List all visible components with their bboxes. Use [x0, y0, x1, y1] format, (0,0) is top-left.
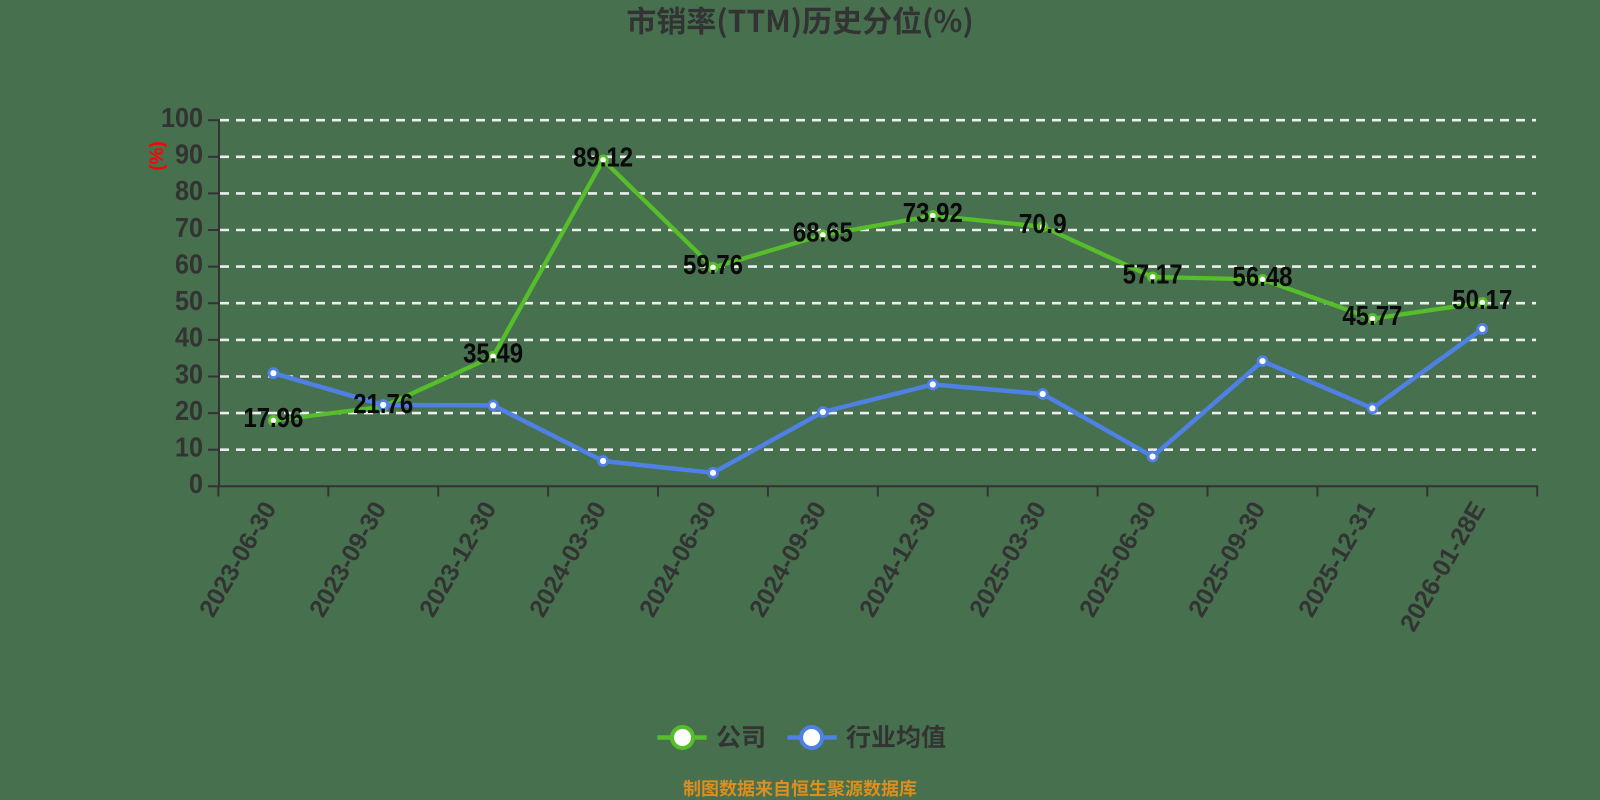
svg-text:40: 40: [175, 322, 203, 353]
svg-text:59.76: 59.76: [683, 249, 743, 280]
svg-text:0: 0: [189, 468, 203, 499]
svg-text:50: 50: [175, 285, 203, 316]
svg-text:89.12: 89.12: [573, 141, 633, 172]
svg-text:45.77: 45.77: [1342, 300, 1402, 331]
svg-text:35.49: 35.49: [463, 338, 523, 369]
svg-text:60: 60: [175, 248, 203, 279]
svg-text:100: 100: [161, 102, 203, 133]
svg-text:30: 30: [175, 358, 203, 389]
svg-text:68.65: 68.65: [793, 216, 853, 247]
svg-text:56.48: 56.48: [1233, 261, 1293, 292]
svg-text:57.17: 57.17: [1123, 258, 1183, 289]
svg-text:70: 70: [175, 212, 203, 243]
svg-text:21.76: 21.76: [353, 388, 413, 419]
svg-text:20: 20: [175, 395, 203, 426]
svg-text:73.92: 73.92: [903, 197, 963, 228]
svg-text:50.17: 50.17: [1452, 284, 1512, 315]
svg-text:10: 10: [175, 432, 203, 463]
svg-text:80: 80: [175, 175, 203, 206]
svg-text:17.96: 17.96: [243, 402, 303, 433]
svg-text:70.9: 70.9: [1019, 208, 1067, 239]
svg-text:(%): (%): [147, 141, 168, 171]
svg-text:90: 90: [175, 139, 203, 170]
